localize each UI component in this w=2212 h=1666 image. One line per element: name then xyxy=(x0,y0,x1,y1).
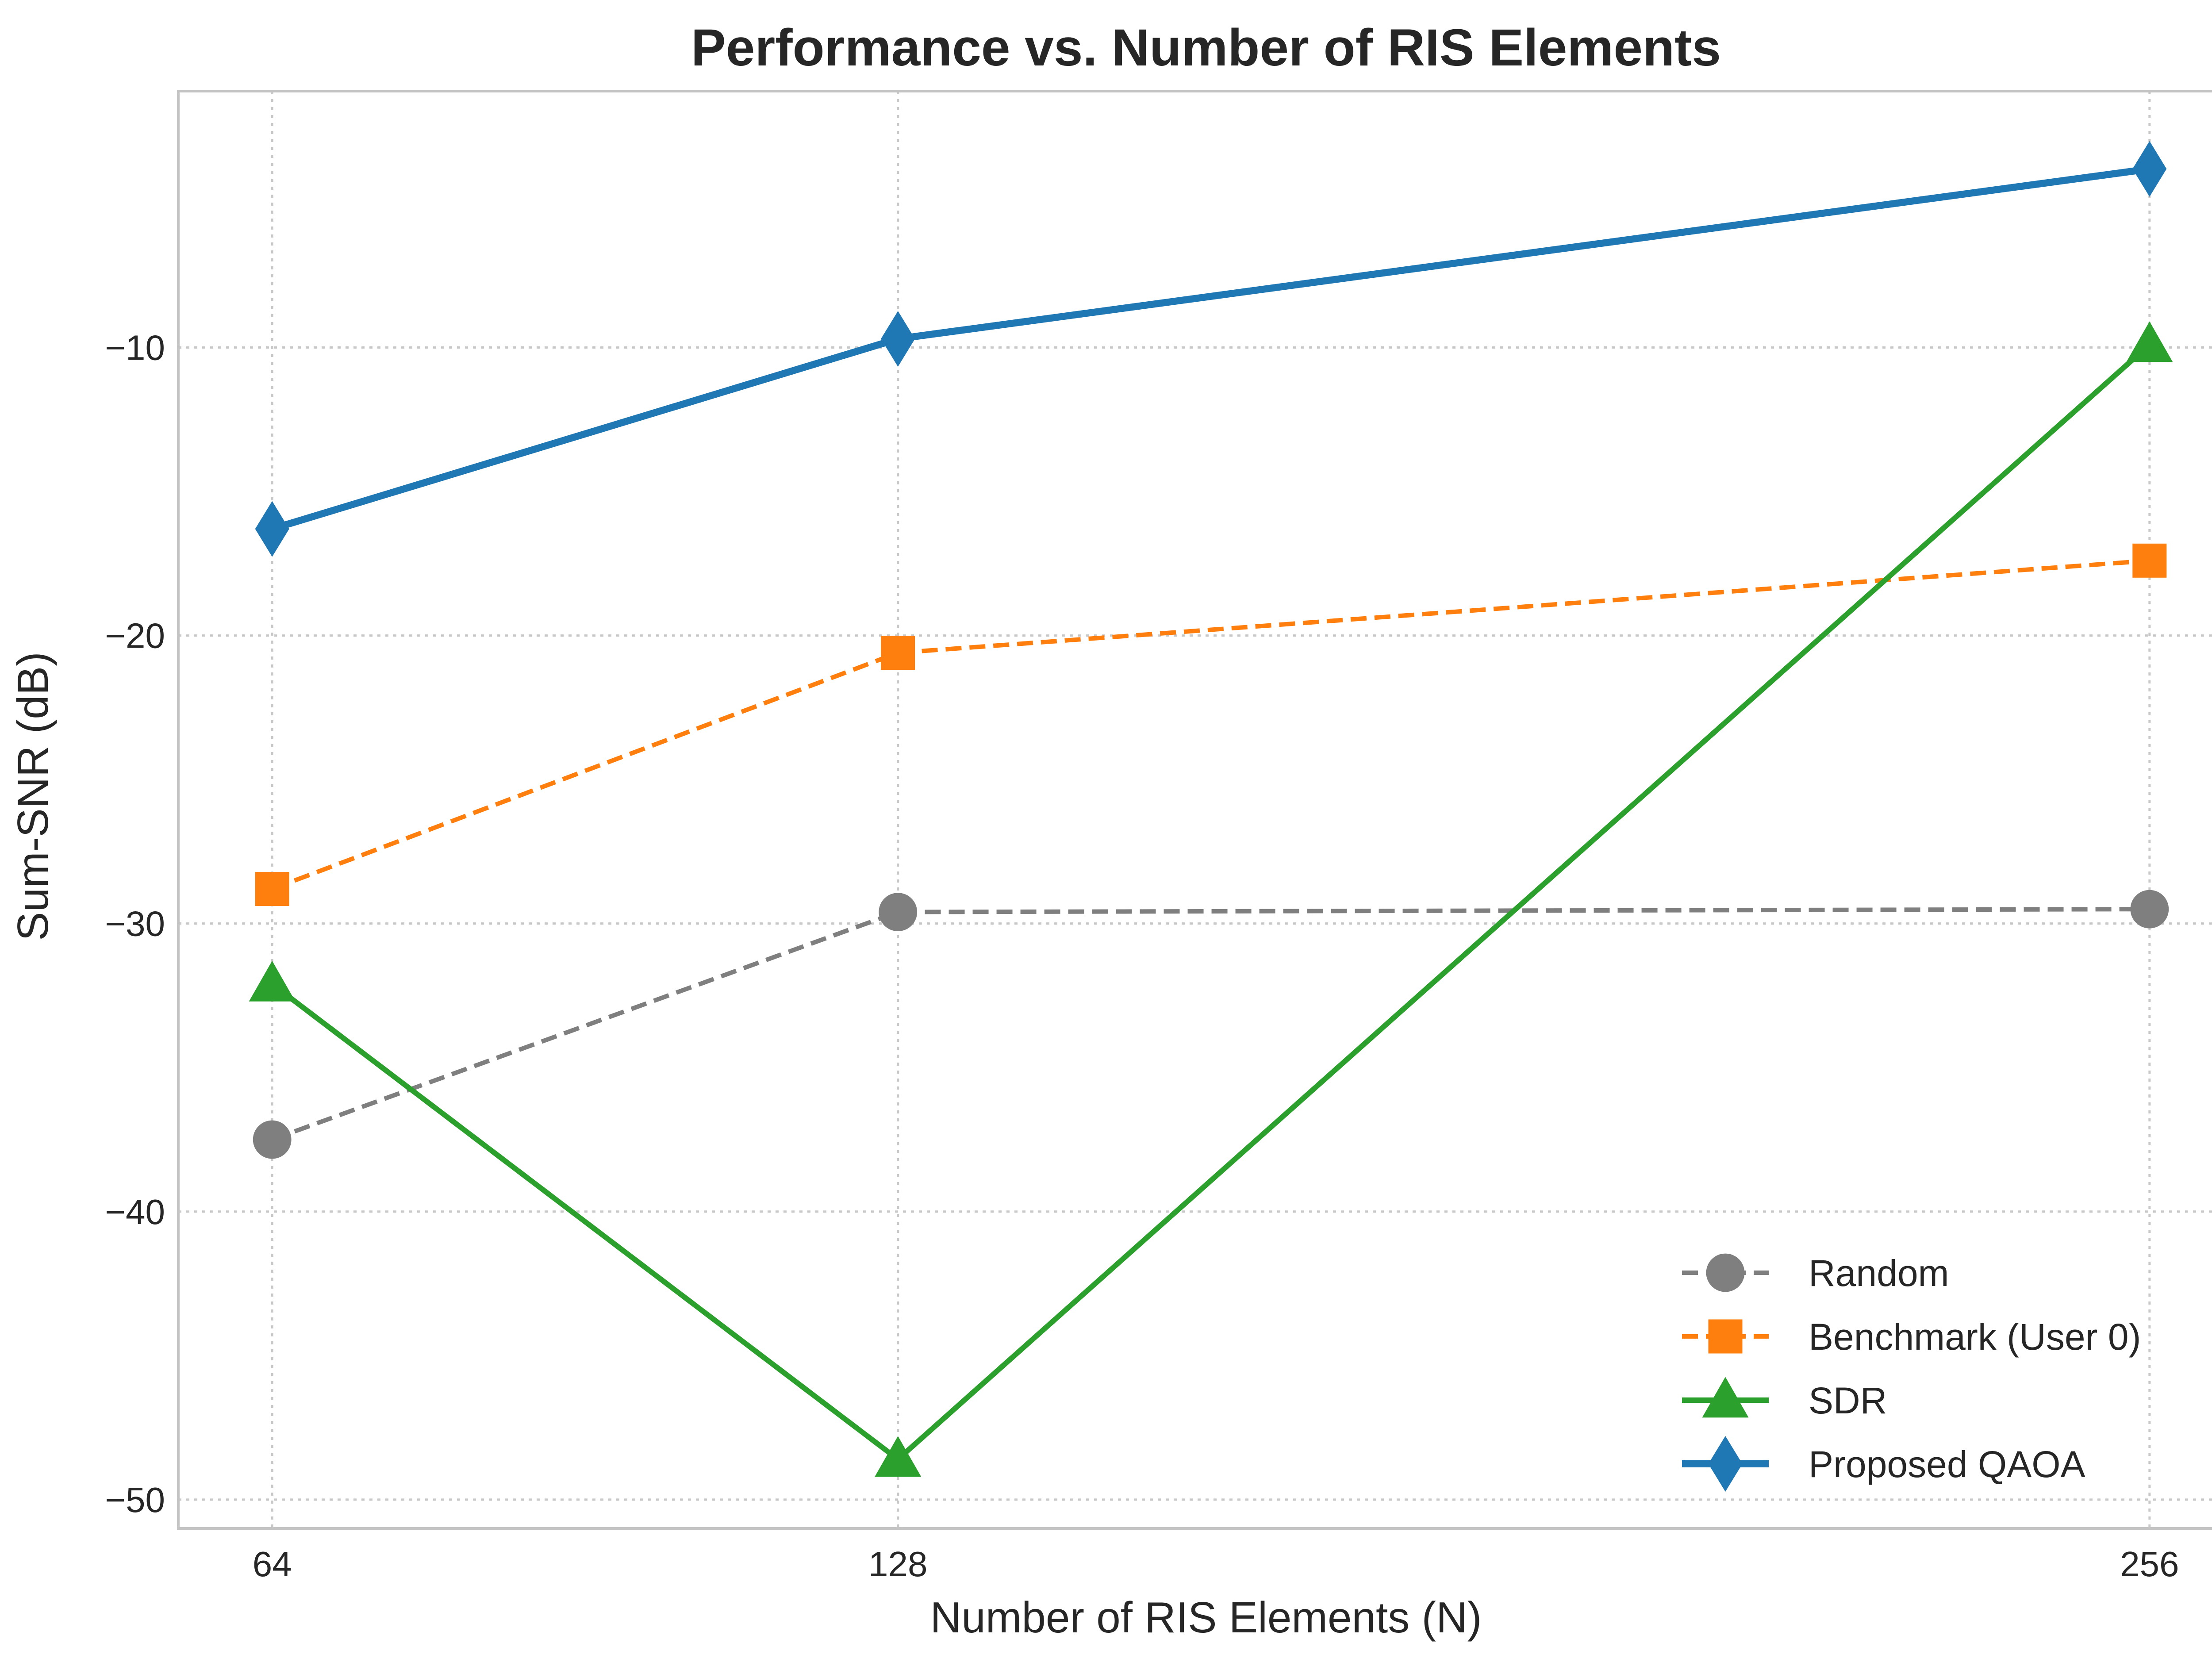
legend: Random Benchmark (User 0) SDR Proposed QAOA xyxy=(1682,1252,2141,1492)
data-point-proposed-qaoa xyxy=(2132,141,2167,197)
legend-marker-sdr xyxy=(1702,1377,1749,1418)
data-point-benchmark-user-0 xyxy=(881,636,915,670)
y-tick-label: −20 xyxy=(105,616,165,656)
legend-marker-benchmark-user-0 xyxy=(1708,1319,1743,1354)
data-point-random xyxy=(2130,890,2169,929)
y-tick-label: −30 xyxy=(105,904,165,944)
plot-frame xyxy=(177,90,2212,1530)
legend-entry-random: Random xyxy=(1682,1252,1949,1294)
data-point-benchmark-user-0 xyxy=(255,872,289,906)
x-tick-label: 256 xyxy=(2120,1544,2179,1584)
x-axis-label: Number of RIS Elements (N) xyxy=(930,1593,1482,1642)
data-point-benchmark-user-0 xyxy=(2132,543,2167,578)
data-point-random xyxy=(879,893,918,932)
ticks: 64 128 256 −10 −20 −30 −40 −50 xyxy=(105,328,2179,1584)
data-point-proposed-qaoa xyxy=(881,311,915,367)
series-area xyxy=(249,141,2173,1477)
y-tick-label: −50 xyxy=(105,1480,165,1520)
legend-marker-random xyxy=(1706,1253,1745,1292)
legend-entry-proposed-qaoa: Proposed QAOA xyxy=(1682,1436,2085,1492)
legend-marker-proposed-qaoa xyxy=(1708,1436,1743,1492)
legend-entry-benchmark-user-0: Benchmark (User 0) xyxy=(1682,1316,2141,1358)
data-point-proposed-qaoa xyxy=(255,501,289,557)
y-tick-label: −40 xyxy=(105,1192,165,1232)
legend-label-proposed-qaoa: Proposed QAOA xyxy=(1809,1443,2085,1485)
legend-label-sdr: SDR xyxy=(1809,1380,1887,1421)
series-random xyxy=(253,890,2169,1159)
series-line-random xyxy=(271,907,2150,1142)
data-point-sdr xyxy=(249,960,296,1002)
y-tick-label: −10 xyxy=(105,328,165,367)
series-sdr xyxy=(249,321,2173,1477)
series-line-benchmark-user-0 xyxy=(271,558,2150,891)
data-point-sdr xyxy=(875,1436,922,1477)
data-point-sdr xyxy=(2126,321,2173,362)
y-axis-label: Sum-SNR (dB) xyxy=(8,652,57,940)
legend-entry-sdr: SDR xyxy=(1682,1377,1887,1421)
x-tick-label: 128 xyxy=(868,1544,927,1584)
series-benchmark-user-0 xyxy=(255,543,2167,906)
legend-label-random: Random xyxy=(1809,1252,1949,1294)
data-point-random xyxy=(253,1120,292,1159)
series-proposed-qaoa xyxy=(255,141,2167,557)
chart-title: Performance vs. Number of RIS Elements xyxy=(691,19,1721,77)
x-tick-label: 64 xyxy=(253,1544,292,1584)
legend-label-benchmark-user-0: Benchmark (User 0) xyxy=(1809,1316,2141,1358)
